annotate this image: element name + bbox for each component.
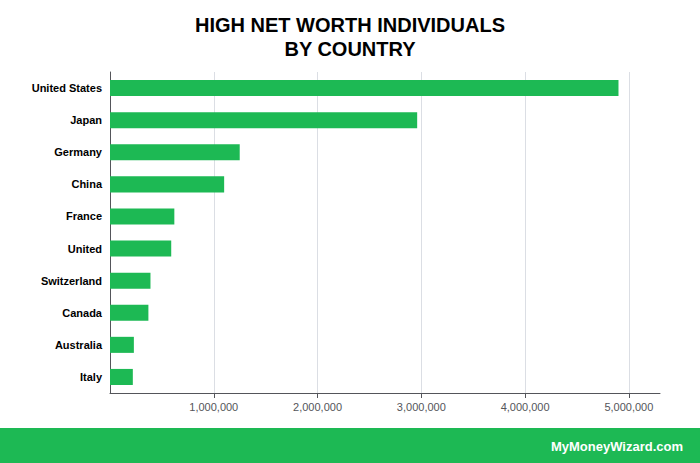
svg-text:BY COUNTRY: BY COUNTRY: [284, 38, 416, 60]
svg-text:3,000,000: 3,000,000: [397, 401, 446, 413]
svg-text:5,000,000: 5,000,000: [604, 401, 653, 413]
svg-text:China: China: [71, 178, 102, 190]
svg-text:Canada: Canada: [62, 307, 103, 319]
svg-text:United: United: [68, 243, 102, 255]
svg-text:MyMoneyWizard.com: MyMoneyWizard.com: [551, 439, 683, 454]
svg-text:United States: United States: [32, 82, 102, 94]
svg-text:HIGH NET WORTH INDIVIDUALS: HIGH NET WORTH INDIVIDUALS: [195, 14, 505, 36]
svg-text:Australia: Australia: [55, 339, 103, 351]
svg-text:Italy: Italy: [80, 371, 103, 383]
svg-text:Germany: Germany: [54, 146, 103, 158]
svg-text:Switzerland: Switzerland: [41, 275, 102, 287]
svg-text:Japan: Japan: [70, 114, 102, 126]
svg-text:France: France: [66, 210, 102, 222]
svg-text:4,000,000: 4,000,000: [501, 401, 550, 413]
svg-text:2,000,000: 2,000,000: [293, 401, 342, 413]
svg-text:1,000,000: 1,000,000: [189, 401, 238, 413]
